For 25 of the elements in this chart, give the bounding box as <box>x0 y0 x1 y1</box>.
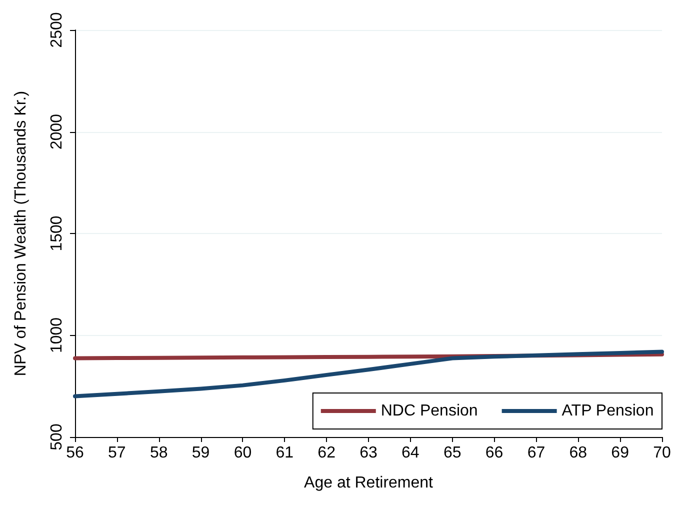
x-axis-title: Age at Retirement <box>304 474 434 492</box>
x-tick-label: 63 <box>360 444 378 462</box>
x-tick-label: 60 <box>234 444 252 462</box>
x-tick-label: 65 <box>443 444 462 462</box>
x-tick-label: 59 <box>192 444 210 462</box>
y-tick-label: 2500 <box>48 12 66 48</box>
y-tick-label: 2000 <box>48 114 66 150</box>
y-tick-label: 1500 <box>48 216 66 252</box>
x-tick-label: 56 <box>66 444 84 462</box>
x-tick-label: 64 <box>402 444 420 462</box>
line-series <box>73 350 664 398</box>
y-axis-title: NPV of Pension Wealth (Thousands Kr.) <box>12 90 30 376</box>
x-tick-label: 69 <box>611 444 630 462</box>
x-tick-label: 68 <box>569 444 588 462</box>
x-tick-label: 66 <box>485 444 504 462</box>
legend-label: ATP Pension <box>562 402 654 420</box>
x-tick-label: 70 <box>653 444 671 462</box>
y-tick-label: 500 <box>48 424 66 450</box>
x-tick-label: 67 <box>527 444 546 462</box>
y-tick-label: 1000 <box>48 317 66 354</box>
legend-label: NDC Pension <box>380 402 478 420</box>
x-tick-label: 62 <box>318 444 336 462</box>
x-tick-label: 57 <box>108 444 126 462</box>
x-tick-label: 61 <box>276 444 294 462</box>
x-tick-label: 58 <box>150 444 168 462</box>
